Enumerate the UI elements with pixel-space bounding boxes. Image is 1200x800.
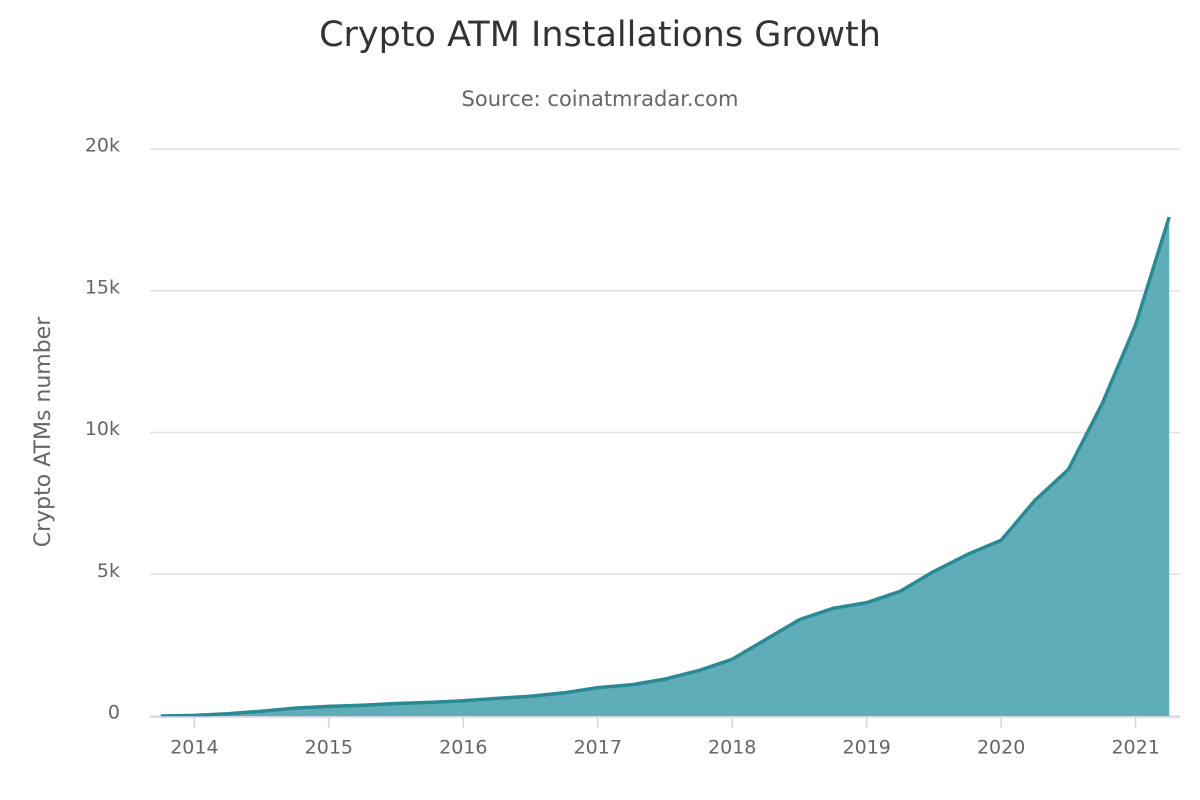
x-tick-label: 2019 (843, 737, 891, 759)
x-tick-label: 2015 (305, 737, 353, 759)
area-fill (160, 217, 1170, 716)
y-tick-label: 20k (85, 135, 120, 157)
x-tick-label: 2018 (708, 737, 756, 759)
x-tick-label: 2016 (439, 737, 487, 759)
x-tick-label: 2017 (574, 737, 622, 759)
y-axis-label: Crypto ATMs number (31, 316, 56, 548)
y-tick-label: 15k (85, 276, 120, 298)
chart-subtitle: Source: coinatmradar.com (462, 87, 739, 111)
x-tick-label: 2021 (1111, 737, 1159, 759)
y-tick-label: 5k (97, 560, 120, 582)
chart-title: Crypto ATM Installations Growth (319, 15, 881, 55)
y-tick-label: 10k (85, 418, 120, 440)
x-tick-label: 2020 (977, 737, 1025, 759)
y-tick-label: 0 (108, 702, 120, 724)
x-tick-label: 2014 (170, 737, 218, 759)
area-line (160, 216, 1171, 718)
